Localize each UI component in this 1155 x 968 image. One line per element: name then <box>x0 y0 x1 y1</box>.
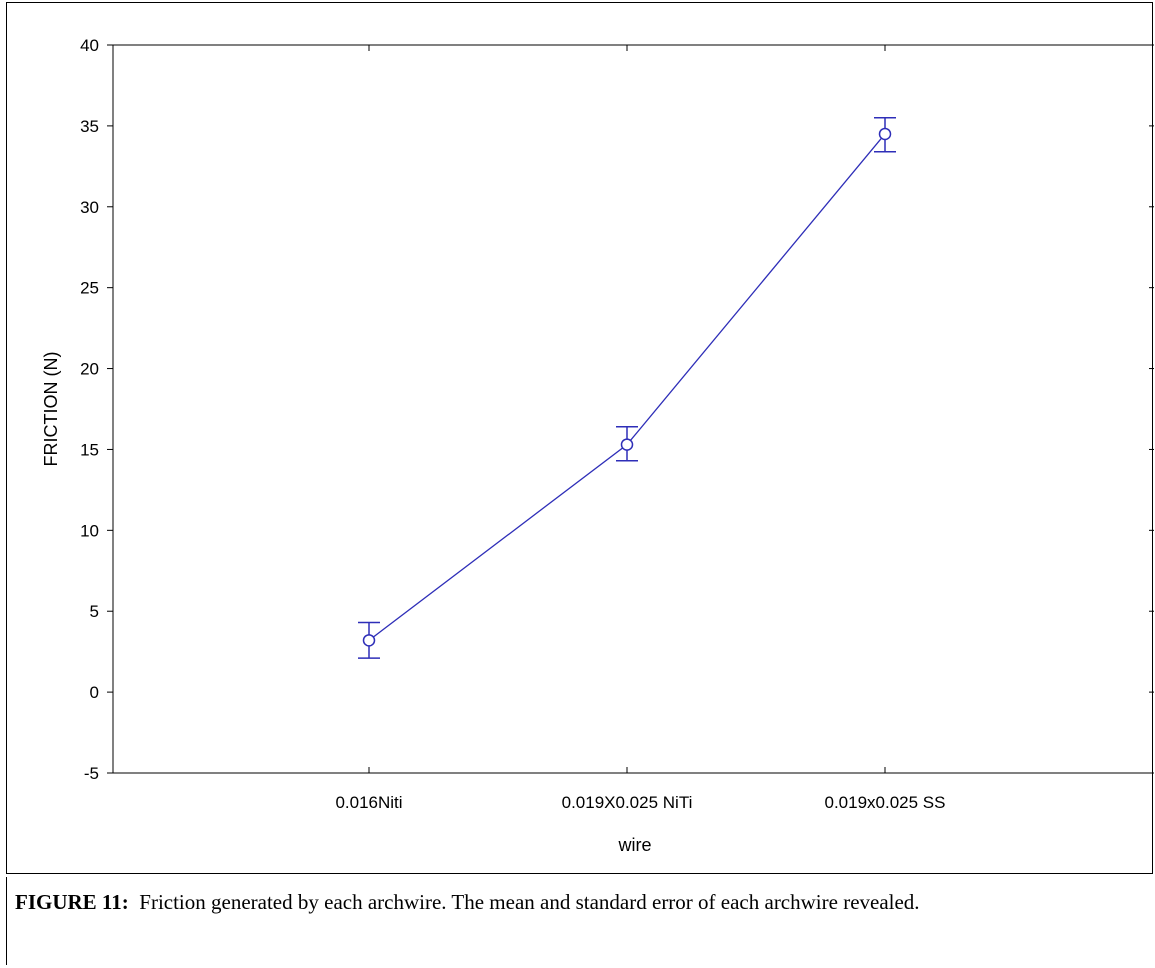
plot-area <box>112 44 1154 774</box>
chart: -5 0 5 10 15 20 25 30 35 40 0.016Niti 0.019X0.025 … <box>41 36 1154 855</box>
x-tick-label: 0.016Niti <box>335 793 402 812</box>
y-axis-title: FRICTION (N) <box>41 352 61 467</box>
x-axis: 0.016Niti 0.019X0.025 NiTi 0.019x0.025 SS <box>335 45 945 812</box>
figure-caption: FIGURE 11: Friction generated by each ar… <box>6 877 1153 965</box>
caption-text: Friction generated by each archwire. The… <box>139 890 920 914</box>
series-layer <box>358 117 896 659</box>
caption-label: FIGURE 11: <box>15 890 129 914</box>
data-point <box>878 127 892 141</box>
y-tick-label: 35 <box>80 117 99 136</box>
y-tick-label: 0 <box>90 683 99 702</box>
figure-frame: -5 0 5 10 15 20 25 30 35 40 0.016Niti 0.019X0.025 … <box>6 2 1154 874</box>
y-tick-label: 30 <box>80 198 99 217</box>
data-point <box>620 438 634 451</box>
y-tick-label: 5 <box>90 602 99 621</box>
series-line <box>368 133 886 641</box>
y-tick-label: 10 <box>80 521 99 540</box>
x-axis-title: wire <box>617 835 651 855</box>
x-tick-label: 0.019X0.025 NiTi <box>562 793 693 812</box>
y-tick-label: -5 <box>84 764 99 783</box>
data-point <box>362 634 376 647</box>
y-axis: -5 0 5 10 15 20 25 30 35 40 <box>80 36 1154 783</box>
y-tick-label: 15 <box>80 440 99 459</box>
y-tick-label: 40 <box>80 36 99 55</box>
y-tick-label: 25 <box>80 279 99 298</box>
y-tick-label: 20 <box>80 360 99 379</box>
x-tick-label: 0.019x0.025 SS <box>825 793 946 812</box>
